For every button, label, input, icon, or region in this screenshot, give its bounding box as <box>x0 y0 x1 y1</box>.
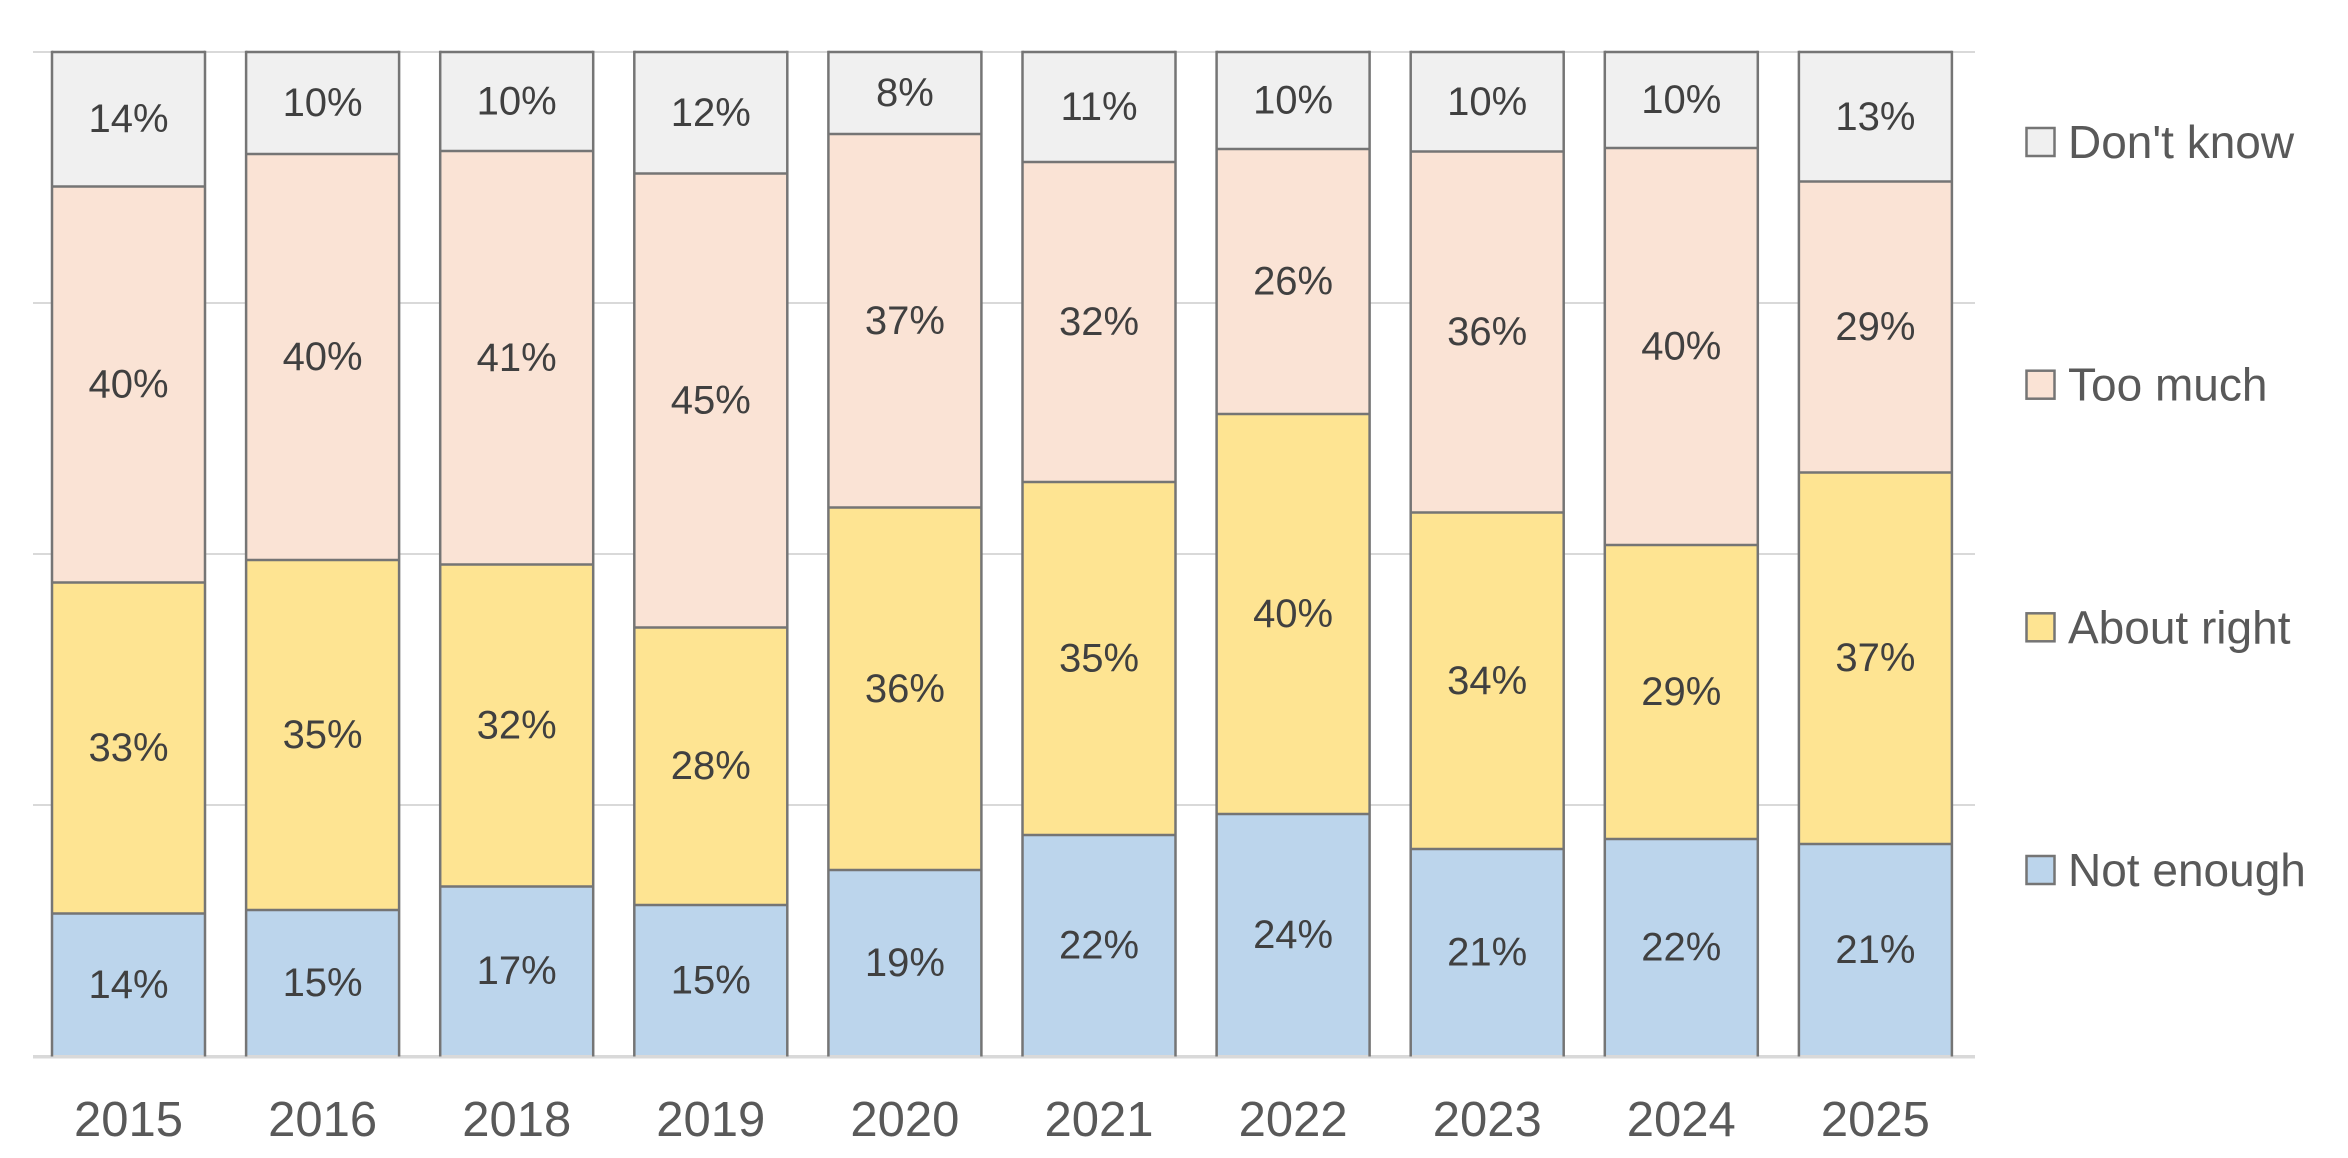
svg-text:40%: 40% <box>283 335 363 379</box>
svg-text:2015: 2015 <box>74 1093 183 1147</box>
svg-text:40%: 40% <box>1641 325 1721 369</box>
svg-text:14%: 14% <box>88 963 168 1007</box>
svg-text:2019: 2019 <box>656 1093 765 1147</box>
svg-text:2025: 2025 <box>1821 1093 1930 1147</box>
svg-text:10%: 10% <box>283 81 363 125</box>
svg-text:14%: 14% <box>88 97 168 141</box>
svg-text:24%: 24% <box>1253 913 1333 957</box>
svg-text:17%: 17% <box>477 949 557 993</box>
svg-text:32%: 32% <box>1059 300 1139 344</box>
svg-text:29%: 29% <box>1641 670 1721 714</box>
svg-text:36%: 36% <box>1447 310 1527 354</box>
svg-text:10%: 10% <box>1641 78 1721 122</box>
svg-text:2016: 2016 <box>268 1093 377 1147</box>
svg-text:15%: 15% <box>283 961 363 1005</box>
svg-text:32%: 32% <box>477 704 557 748</box>
svg-text:12%: 12% <box>671 91 751 135</box>
svg-text:40%: 40% <box>1253 592 1333 636</box>
svg-text:45%: 45% <box>671 379 751 423</box>
svg-text:8%: 8% <box>876 71 934 115</box>
svg-text:19%: 19% <box>865 941 945 985</box>
svg-text:35%: 35% <box>283 713 363 757</box>
svg-text:37%: 37% <box>865 299 945 343</box>
svg-text:29%: 29% <box>1835 305 1915 349</box>
svg-text:About right: About right <box>2068 601 2291 653</box>
svg-text:13%: 13% <box>1835 95 1915 139</box>
svg-text:Not enough: Not enough <box>2068 844 2306 896</box>
svg-text:15%: 15% <box>671 959 751 1003</box>
svg-text:2021: 2021 <box>1044 1093 1153 1147</box>
svg-text:21%: 21% <box>1447 931 1527 975</box>
svg-text:33%: 33% <box>88 726 168 770</box>
svg-text:34%: 34% <box>1447 659 1527 703</box>
svg-text:Too much: Too much <box>2068 359 2267 411</box>
svg-text:Don't know: Don't know <box>2068 116 2295 168</box>
svg-text:2022: 2022 <box>1239 1093 1348 1147</box>
svg-text:40%: 40% <box>88 363 168 407</box>
svg-text:28%: 28% <box>671 744 751 788</box>
svg-text:2018: 2018 <box>462 1093 571 1147</box>
svg-text:35%: 35% <box>1059 637 1139 681</box>
svg-text:11%: 11% <box>1060 85 1137 129</box>
svg-text:41%: 41% <box>477 336 557 380</box>
svg-text:37%: 37% <box>1835 636 1915 680</box>
svg-text:36%: 36% <box>865 667 945 711</box>
svg-text:10%: 10% <box>477 80 557 124</box>
svg-text:10%: 10% <box>1447 80 1527 124</box>
svg-text:22%: 22% <box>1059 924 1139 968</box>
svg-text:10%: 10% <box>1253 79 1333 123</box>
svg-text:21%: 21% <box>1835 928 1915 972</box>
svg-text:2020: 2020 <box>850 1093 959 1147</box>
svg-text:2024: 2024 <box>1627 1093 1736 1147</box>
svg-text:22%: 22% <box>1641 926 1721 970</box>
svg-text:2023: 2023 <box>1433 1093 1542 1147</box>
svg-text:26%: 26% <box>1253 260 1333 304</box>
